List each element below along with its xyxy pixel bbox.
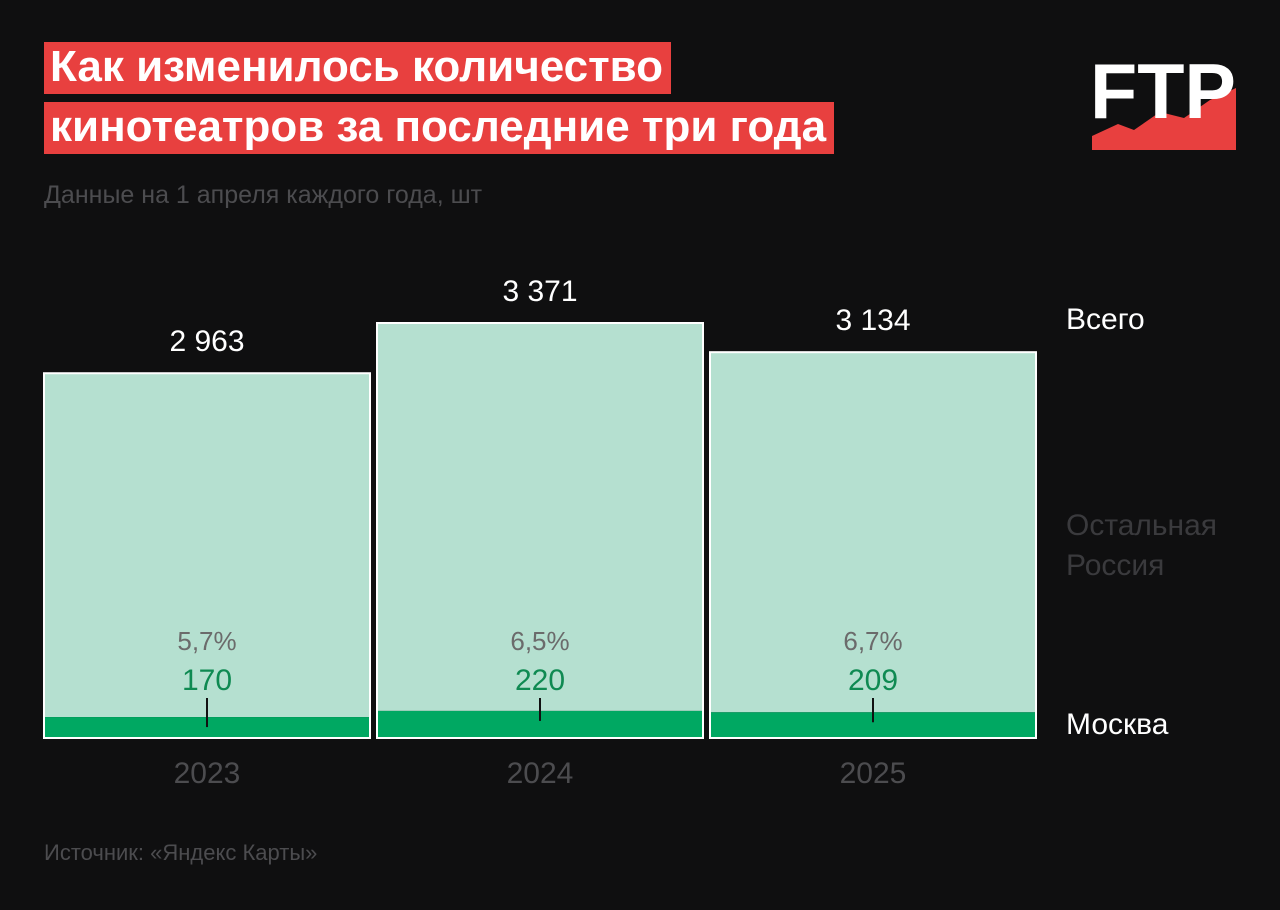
title-line-2: кинотеатров за последние три года [44,102,835,154]
year-label-2023: 2023 [174,757,241,790]
bar-rest-2025 [710,352,1036,713]
total-label-2023: 2 963 [169,325,244,358]
total-label-2024: 3 371 [502,275,577,308]
moscow-share-2024: 6,5% [510,626,569,656]
chart-title: Как изменилось количество кинотеатров за… [44,42,835,154]
title-line-1: Как изменилось количество [44,42,672,94]
logo-text: FTP [1090,47,1236,135]
year-label-2024: 2024 [507,757,574,790]
bar-rest-2024 [377,323,703,711]
moscow-value-2025: 209 [848,664,898,697]
bar-outline-2023 [43,372,371,739]
legend-rest-line2: Россия [1066,549,1164,582]
moscow-share-2025: 6,7% [843,626,902,656]
bar-rest-2023 [44,373,370,718]
bar-outline-2024 [376,322,704,739]
chart-subtitle: Данные на 1 апреля каждого года, шт [44,181,483,209]
chart-source: Источник: «Яндекс Карты» [44,840,318,865]
ftp-logo: FTP [1090,47,1236,150]
moscow-share-2023: 5,7% [177,626,236,656]
legend-total: Всего [1066,303,1145,336]
bar-moscow-2023 [44,717,370,738]
bar-outline-2025 [709,351,1037,739]
legend-rest-line1: Остальная [1066,509,1217,542]
year-label-2025: 2025 [840,757,907,790]
total-label-2025: 3 134 [835,304,910,337]
logo-red-shape [1092,88,1236,150]
moscow-value-2023: 170 [182,664,232,697]
legend-moscow: Москва [1066,708,1169,741]
moscow-value-2024: 220 [515,664,565,697]
